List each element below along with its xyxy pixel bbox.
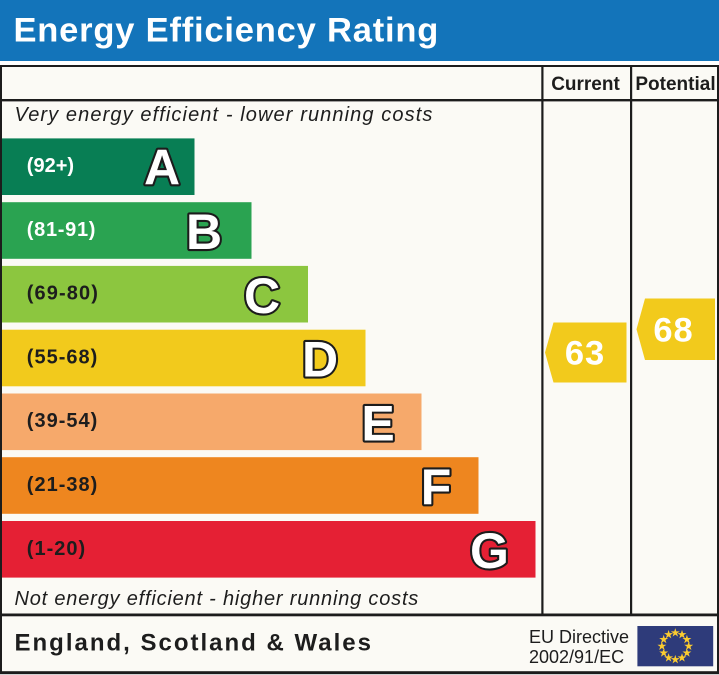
svg-text:(81-91): (81-91) [27, 219, 96, 241]
svg-text:Very energy efficient - lower: Very energy efficient - lower running co… [15, 104, 434, 126]
svg-text:(69-80): (69-80) [27, 283, 99, 305]
svg-text:E: E [361, 395, 394, 451]
svg-text:2002/91/EC: 2002/91/EC [529, 647, 624, 667]
svg-text:63: 63 [565, 335, 605, 373]
svg-text:Not energy efficient - higher: Not energy efficient - higher running co… [15, 588, 420, 610]
svg-text:(21-38): (21-38) [27, 474, 98, 496]
svg-text:Current: Current [551, 74, 620, 95]
svg-text:68: 68 [653, 312, 693, 350]
svg-text:F: F [421, 459, 452, 515]
svg-text:EU Directive: EU Directive [529, 627, 629, 647]
svg-text:D: D [302, 332, 338, 388]
svg-text:Potential: Potential [635, 74, 715, 95]
svg-text:(55-68): (55-68) [27, 347, 98, 369]
svg-text:B: B [186, 204, 222, 260]
svg-text:C: C [244, 268, 280, 324]
svg-text:England, Scotland & Wales: England, Scotland & Wales [15, 630, 373, 657]
svg-text:G: G [470, 523, 509, 579]
svg-text:(92+): (92+) [27, 155, 74, 177]
svg-text:(1-20): (1-20) [27, 538, 86, 560]
svg-text:(39-54): (39-54) [27, 410, 98, 432]
svg-text:A: A [144, 139, 180, 195]
svg-text:Energy Efficiency Rating: Energy Efficiency Rating [14, 12, 440, 50]
